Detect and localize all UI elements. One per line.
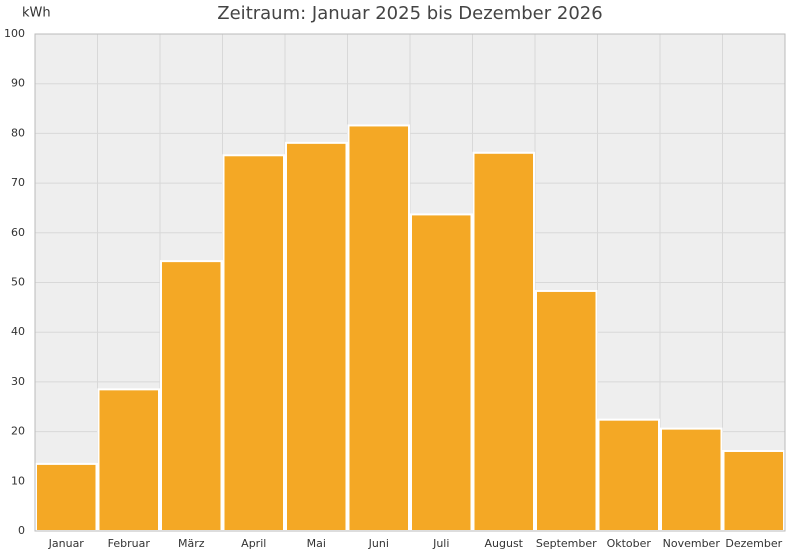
y-tick-label: 40 xyxy=(11,325,25,338)
x-tick-label: Mai xyxy=(307,537,326,550)
bar xyxy=(160,260,223,532)
bar xyxy=(472,151,535,533)
x-tick-label: März xyxy=(178,537,205,550)
y-axis-label: kWh xyxy=(22,6,51,21)
bar xyxy=(35,462,98,532)
bar xyxy=(285,141,348,533)
x-tick-label: September xyxy=(536,537,597,550)
x-tick-label: Juni xyxy=(368,537,389,550)
bar xyxy=(722,449,785,532)
y-tick-label: 80 xyxy=(11,126,25,139)
x-tick-label: April xyxy=(241,537,266,550)
plot-border xyxy=(34,33,786,532)
x-tick-label: Dezember xyxy=(725,537,782,550)
y-tick-label: 70 xyxy=(11,176,25,189)
x-tick-label: Januar xyxy=(48,537,85,550)
x-tick-label: Juli xyxy=(432,537,449,550)
y-tick-label: 0 xyxy=(18,524,25,537)
x-tick-label: November xyxy=(663,537,721,550)
bar xyxy=(660,427,723,533)
x-tick-label: August xyxy=(485,537,524,550)
bar xyxy=(597,418,660,532)
y-tick-label: 10 xyxy=(11,474,25,487)
y-tick-label: 20 xyxy=(11,425,25,438)
x-tick-label: Februar xyxy=(108,537,151,550)
y-tick-label: 50 xyxy=(11,276,25,289)
bar xyxy=(410,213,473,532)
bar xyxy=(535,289,598,532)
x-tick-label: Oktober xyxy=(607,537,652,550)
y-tick-label: 100 xyxy=(4,27,25,40)
y-tick-label: 60 xyxy=(11,226,25,239)
bar xyxy=(97,388,160,533)
chart-title: Zeitraum: Januar 2025 bis Dezember 2026 xyxy=(217,3,602,24)
y-tick-label: 90 xyxy=(11,77,25,90)
bar xyxy=(222,154,285,532)
bar xyxy=(347,124,410,532)
y-tick-label: 30 xyxy=(11,375,25,388)
